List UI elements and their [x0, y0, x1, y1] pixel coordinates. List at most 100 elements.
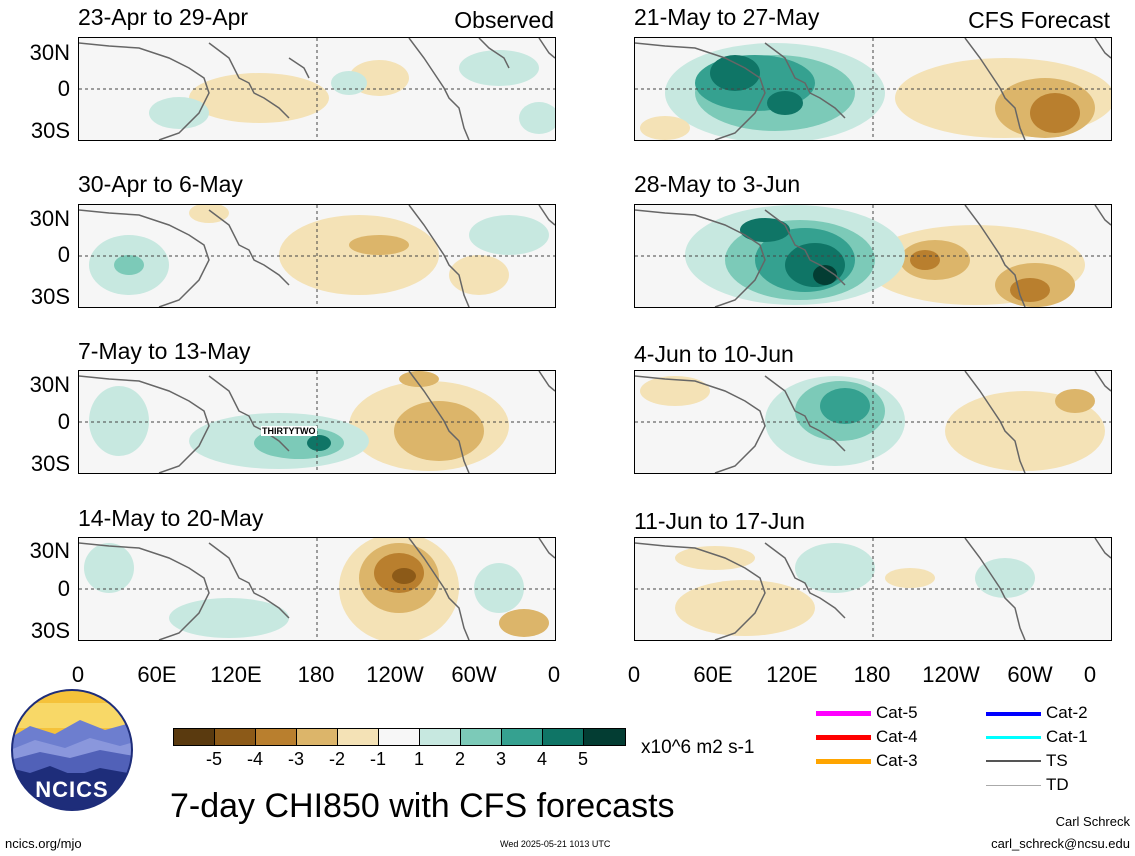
lat-label-30s: 30S [30, 118, 70, 143]
lat-label-eq: 0 [57, 242, 70, 267]
map-obs-1 [79, 38, 555, 140]
figure-title: 7-day CHI850 with CFS forecasts [170, 787, 675, 825]
colorbar-label: -5 [205, 749, 222, 769]
legend-swatch-ts [986, 760, 1041, 762]
legend-label-cat3: Cat-3 [876, 751, 918, 770]
forecast-panel-4-title: 11-Jun to 17-Jun [634, 508, 805, 534]
colorbar-label: 3 [495, 749, 506, 769]
anomaly-shading [675, 543, 1035, 636]
anomaly-shading [89, 205, 549, 295]
legend-swatch-cat3 [816, 759, 871, 764]
lat-label-eq: 0 [57, 409, 70, 434]
map-panel-obs-3: THIRTYTWO [78, 370, 556, 474]
colorbar-label: -3 [287, 749, 304, 769]
legend-swatch-cat2 [986, 712, 1041, 716]
map-fcst-4 [635, 538, 1111, 640]
map-panel-fcst-2 [634, 204, 1112, 308]
footer-author: Carl Schreck [1055, 814, 1130, 829]
colorbar-swatches [173, 728, 626, 746]
anomaly-shading [640, 43, 1111, 140]
lon-label-right-120w: 120W [922, 662, 980, 687]
lon-label-left-120w: 120W [366, 662, 424, 687]
map-panel-fcst-3 [634, 370, 1112, 474]
colorbar-swatch [419, 728, 461, 746]
map-fcst-3 [635, 371, 1111, 473]
anomaly-shading [685, 205, 1085, 307]
map-panel-obs-2 [78, 204, 556, 308]
colorbar-label: 5 [577, 749, 588, 769]
colorbar-swatch [173, 728, 215, 746]
legend-label-ts: TS [1046, 751, 1068, 770]
footer-url[interactable]: ncics.org/mjo [5, 836, 82, 851]
forecast-panel-2-title: 28-May to 3-Jun [634, 171, 801, 197]
observed-panel-2-title: 30-Apr to 6-May [78, 171, 243, 197]
lat-label-eq: 0 [57, 76, 70, 101]
map-fcst-2 [635, 205, 1111, 307]
map-obs-3 [79, 371, 555, 473]
ncics-logo-icon [11, 689, 133, 811]
lon-label-right-180: 180 [853, 662, 891, 687]
map-panel-fcst-4 [634, 537, 1112, 641]
lon-label-left-60e: 60E [137, 662, 177, 687]
lat-label-30n: 30N [29, 206, 70, 231]
legend-swatch-cat5 [816, 711, 871, 716]
lat-label-30n: 30N [29, 372, 70, 397]
forecast-panel-1-title: 21-May to 27-May [634, 4, 820, 30]
lon-label-right-60w: 60W [1007, 662, 1053, 687]
colorbar-label: -1 [369, 749, 386, 769]
anomaly-shading [640, 376, 1105, 471]
colorbar-swatch [583, 728, 626, 746]
lon-label-left-60w: 60W [451, 662, 497, 687]
legend-label-td: TD [1046, 775, 1069, 794]
ncics-logo: NCICS [10, 688, 134, 812]
map-panel-fcst-1 [634, 37, 1112, 141]
colorbar-swatch [542, 728, 584, 746]
colorbar-swatch [501, 728, 543, 746]
colorbar-label: 4 [536, 749, 547, 769]
colorbar-swatch [296, 728, 338, 746]
observed-panel-1-title: 23-Apr to 29-Apr [78, 4, 249, 30]
footer-timestamp: Wed 2025-05-21 1013 UTC [500, 839, 611, 849]
map-panel-obs-4 [78, 537, 556, 641]
lon-label-right-120e: 120E [766, 662, 818, 687]
map-obs-4 [79, 538, 555, 640]
colorbar-swatch [337, 728, 379, 746]
lat-label-30s: 30S [30, 618, 70, 643]
map-obs-2 [79, 205, 555, 307]
anomaly-shading [149, 50, 555, 134]
colorbar-label: -4 [246, 749, 263, 769]
lat-label-eq: 0 [57, 576, 70, 601]
lon-label-right-0-end: 0 [1083, 662, 1097, 687]
legend-label-cat1: Cat-1 [1046, 727, 1088, 746]
logo-text: NCICS [35, 777, 109, 802]
lat-label-30s: 30S [30, 451, 70, 476]
lon-label-left-0: 0 [71, 662, 85, 687]
legend-label-cat5: Cat-5 [876, 703, 918, 722]
lat-label-30s: 30S [30, 284, 70, 309]
map-panel-obs-1 [78, 37, 556, 141]
colorbar-swatch [378, 728, 420, 746]
observed-tag: Observed [454, 7, 554, 33]
lon-label-right-60e: 60E [693, 662, 733, 687]
lon-label-left-180: 180 [297, 662, 335, 687]
forecast-panel-3-title: 4-Jun to 10-Jun [634, 341, 794, 367]
legend-swatch-cat1 [986, 736, 1041, 739]
legend-swatch-cat4 [816, 735, 871, 740]
colorbar-label: -2 [328, 749, 345, 769]
colorbar-swatch [214, 728, 256, 746]
colorbar [173, 728, 626, 746]
lat-label-30n: 30N [29, 40, 70, 65]
colorbar-label: 1 [413, 749, 424, 769]
lat-label-30n: 30N [29, 538, 70, 563]
legend-label-cat2: Cat-2 [1046, 703, 1088, 722]
lon-label-left-120e: 120E [210, 662, 262, 687]
footer-email[interactable]: carl_schreck@ncsu.edu [991, 836, 1130, 851]
lon-label-left-0-end: 0 [547, 662, 561, 687]
observed-panel-3-title: 7-May to 13-May [78, 338, 251, 364]
colorbar-label: 2 [454, 749, 465, 769]
colorbar-swatch [460, 728, 502, 746]
storm-label: THIRTYTWO [261, 426, 317, 436]
colorbar-swatch [255, 728, 297, 746]
legend-swatch-td [986, 785, 1041, 786]
map-fcst-1 [635, 38, 1111, 140]
